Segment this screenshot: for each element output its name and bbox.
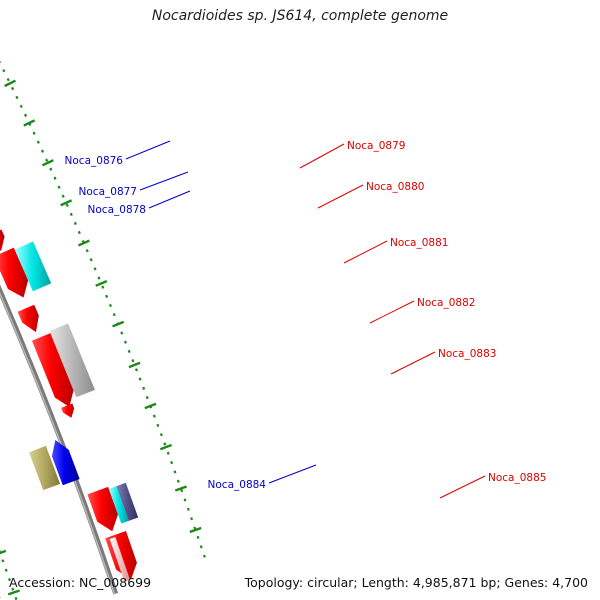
feature-band[interactable] — [29, 445, 61, 491]
tick-mark — [23, 119, 36, 127]
forward-cds[interactable] — [0, 247, 29, 298]
reverse-cds[interactable] — [51, 439, 80, 486]
gene-label[interactable]: Noca_0877 — [79, 186, 137, 198]
map-title: Nocardioides sp. JS614, complete genome — [151, 8, 449, 24]
gene-label[interactable]: Noca_0885 — [488, 472, 546, 484]
gene-leader-line — [439, 475, 486, 499]
gene-leader-line — [317, 184, 364, 209]
tick-mark — [144, 402, 157, 410]
feature-band[interactable] — [108, 486, 129, 524]
tick-mark — [112, 320, 125, 328]
gene-label[interactable]: Noca_0876 — [65, 155, 124, 167]
feature-highlight[interactable] — [109, 537, 131, 582]
gene-leader-line — [148, 190, 191, 209]
tick-mark — [4, 79, 16, 88]
gene-label[interactable]: Noca_0880 — [366, 181, 424, 193]
tick-mark — [159, 443, 172, 451]
tick-label: 925 kbp — [0, 593, 1, 600]
outer-dotted-ring — [0, 60, 206, 558]
tick-mark — [41, 159, 54, 167]
feature-band[interactable] — [49, 323, 95, 398]
forward-cds[interactable] — [87, 486, 118, 532]
tick-mark — [77, 239, 90, 247]
gene-label[interactable]: Noca_0883 — [438, 348, 496, 360]
gene-label[interactable]: Noca_0881 — [390, 237, 448, 249]
gene-label[interactable]: Noca_0884 — [208, 479, 267, 491]
tick-mark — [7, 589, 20, 596]
gene-label[interactable]: Noca_0878 — [88, 204, 146, 216]
feature-band[interactable] — [116, 482, 139, 521]
gene-leader-line — [299, 143, 345, 169]
gene-leader-line — [125, 140, 171, 160]
features-layer — [0, 229, 139, 582]
tick-mark — [60, 199, 73, 207]
tick-mark — [95, 280, 108, 287]
tick-mark — [128, 361, 141, 369]
tick-layer: 914 kbp915 kbp916 kbp917 kbp918 kbp919 k… — [0, 60, 206, 600]
gene-leader-line — [343, 240, 388, 264]
forward-cds[interactable] — [0, 229, 5, 251]
backbone-highlight — [0, 292, 116, 595]
gene-leader-line — [268, 464, 317, 484]
gene-label[interactable]: Noca_0882 — [417, 297, 475, 309]
gene-labels-layer: Noca_0876 Noca_0877 Noca_0878 Noca_0879 Noca… — [65, 140, 546, 499]
forward-cds[interactable] — [31, 333, 74, 407]
tick-mark — [189, 526, 202, 534]
feature-band[interactable] — [14, 241, 52, 292]
tick-mark — [0, 549, 7, 555]
gene-label[interactable]: Noca_0879 — [347, 140, 405, 152]
genome-summary-text: Topology: circular; Length: 4,985,871 bp… — [244, 575, 588, 590]
tick-mark — [174, 485, 187, 492]
inner-dotted-ring — [0, 549, 18, 600]
accession-text: Accession: NC_008699 — [9, 575, 152, 590]
backbone-layer — [0, 284, 119, 595]
forward-cds[interactable] — [17, 304, 39, 333]
gene-leader-line — [139, 171, 189, 191]
gene-leader-line — [369, 300, 415, 324]
forward-cds[interactable] — [61, 403, 75, 418]
gene-leader-line — [390, 351, 436, 375]
backbone-line — [0, 284, 119, 595]
